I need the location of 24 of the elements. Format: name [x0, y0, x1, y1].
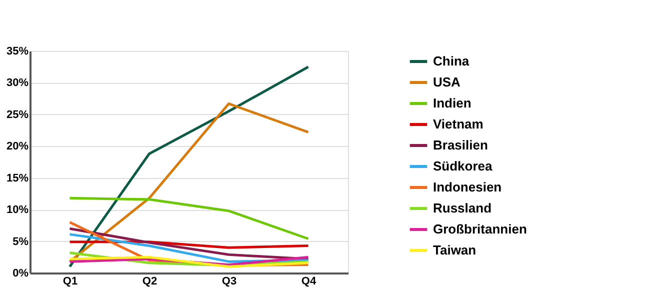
legend-label: Indien	[433, 96, 472, 110]
y-tick-label: 20%	[6, 140, 29, 153]
line-series	[68, 196, 310, 240]
legend-label: Indonesien	[433, 180, 502, 194]
legend-label: China	[433, 54, 470, 68]
legend-label: Brasilien	[433, 138, 488, 152]
legend-label: USA	[433, 74, 462, 90]
y-tick-label: 25%	[6, 108, 29, 121]
y-tick-label: 10%	[6, 204, 29, 216]
legend-label: Taiwan	[433, 242, 476, 258]
x-tick-label: Q4	[301, 276, 317, 288]
legend-label: Großbritannien	[433, 222, 527, 236]
y-tick-label: 15%	[6, 172, 29, 184]
legend-label: Russland	[433, 200, 492, 216]
x-tick-label: Q2	[142, 276, 158, 288]
x-tick-label: Q1	[62, 276, 78, 288]
legend-label: Vietnam	[433, 116, 484, 132]
x-tick-label: Q3	[222, 276, 237, 288]
y-tick-label: 30%	[6, 77, 29, 90]
legend-label: Südkorea	[433, 158, 494, 174]
y-tick-label: 35%	[6, 46, 29, 58]
y-tick-label: 5%	[12, 236, 29, 248]
y-tick-label: 0%	[12, 268, 29, 280]
line-series	[68, 102, 310, 263]
